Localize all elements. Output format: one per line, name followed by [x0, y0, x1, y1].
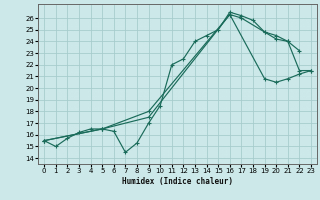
- X-axis label: Humidex (Indice chaleur): Humidex (Indice chaleur): [122, 177, 233, 186]
